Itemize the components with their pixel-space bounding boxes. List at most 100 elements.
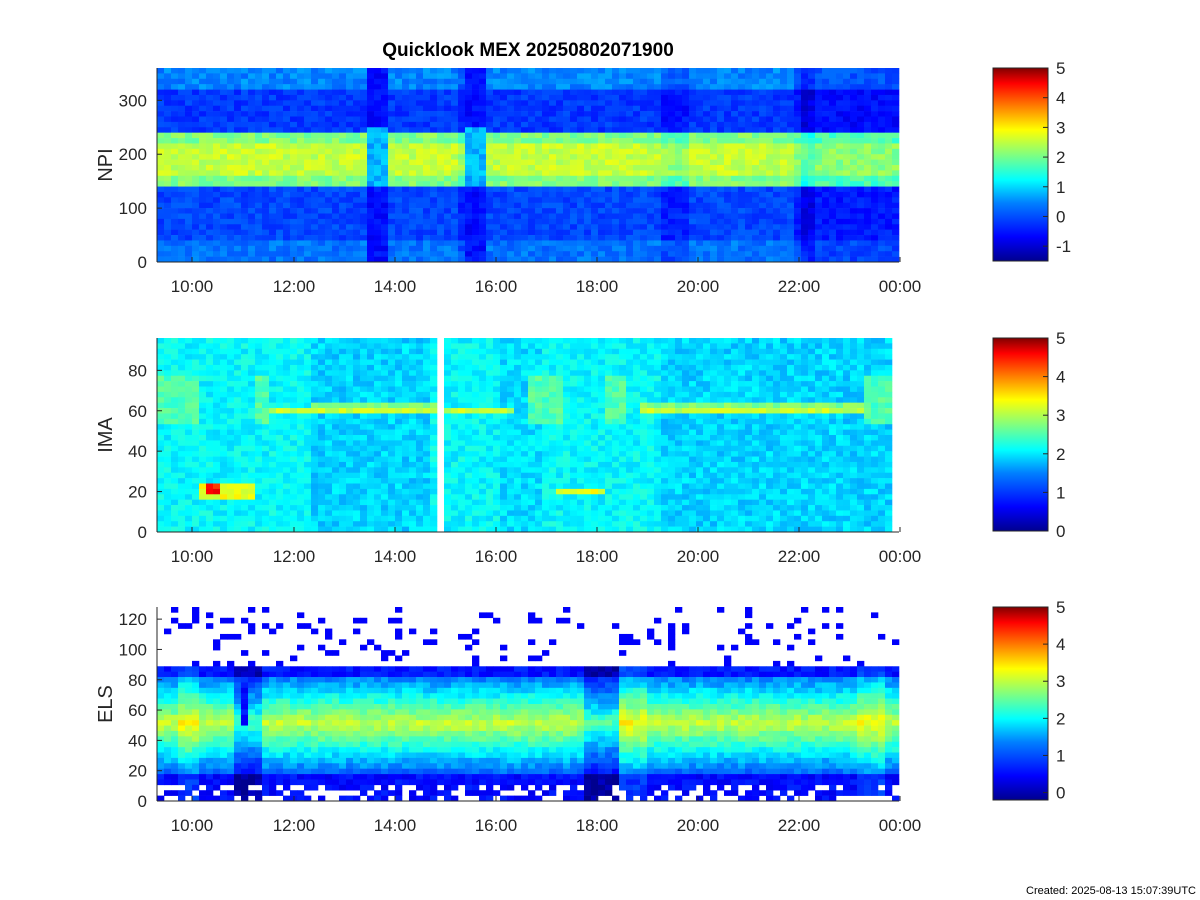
- heatmap-cell: [815, 354, 823, 360]
- heatmap-cell: [850, 148, 858, 155]
- heatmap-cell: [703, 116, 711, 123]
- heatmap-cell: [619, 197, 627, 204]
- heatmap-cell: [500, 197, 508, 204]
- heatmap-cell: [668, 386, 676, 393]
- heatmap-cell: [857, 348, 865, 355]
- heatmap-cell: [864, 170, 872, 177]
- heatmap-cell: [815, 159, 823, 166]
- heatmap-cell: [283, 100, 291, 107]
- heatmap-cell: [472, 181, 480, 187]
- heatmap-cell: [458, 78, 466, 85]
- heatmap-cell: [864, 132, 872, 139]
- heatmap-cell: [297, 186, 305, 193]
- heatmap-cell: [892, 132, 900, 139]
- heatmap-cell: [444, 89, 452, 96]
- heatmap-cell: [514, 181, 522, 187]
- heatmap-cell: [430, 73, 438, 80]
- heatmap-cell: [339, 391, 347, 398]
- heatmap-cell: [640, 165, 648, 171]
- heatmap-cell: [556, 370, 564, 377]
- heatmap-cell: [199, 170, 207, 177]
- heatmap-cell: [234, 170, 242, 177]
- heatmap-cell: [766, 251, 774, 257]
- heatmap-cell: [794, 386, 802, 393]
- heatmap-cell: [542, 73, 550, 80]
- heatmap-cell: [234, 89, 242, 96]
- heatmap-cell: [185, 148, 193, 155]
- heatmap-cell: [367, 127, 375, 133]
- heatmap-cell: [815, 191, 823, 198]
- heatmap-cell: [171, 84, 179, 90]
- heatmap-cell: [794, 165, 802, 171]
- heatmap-cell: [780, 191, 788, 198]
- heatmap-cell: [591, 121, 599, 128]
- heatmap-cell: [563, 127, 571, 133]
- heatmap-cell: [444, 375, 452, 382]
- heatmap-cell: [304, 235, 312, 241]
- heatmap-cell: [717, 127, 725, 133]
- heatmap-cell: [507, 224, 515, 230]
- heatmap-cell: [276, 240, 284, 247]
- heatmap-cell: [458, 202, 466, 209]
- heatmap-cell: [164, 127, 172, 133]
- heatmap-cell: [794, 186, 802, 193]
- heatmap-cell: [248, 127, 256, 133]
- heatmap-cell: [192, 73, 200, 80]
- heatmap-cell: [808, 78, 816, 85]
- heatmap-cell: [486, 121, 494, 128]
- heatmap-cell: [437, 159, 445, 166]
- heatmap-cell: [766, 165, 774, 171]
- heatmap-cell: [556, 235, 564, 241]
- heatmap-cell: [374, 148, 382, 155]
- heatmap-cell: [745, 370, 753, 377]
- heatmap-cell: [472, 359, 480, 366]
- heatmap-cell: [325, 165, 333, 171]
- heatmap-cell: [339, 154, 347, 160]
- heatmap-cell: [234, 154, 242, 160]
- heatmap-cell: [388, 343, 396, 350]
- heatmap-cell: [563, 338, 571, 344]
- heatmap-cell: [402, 197, 410, 204]
- heatmap-cell: [430, 256, 438, 263]
- heatmap-cell: [570, 245, 578, 252]
- heatmap-cell: [717, 224, 725, 230]
- heatmap-cell: [878, 105, 886, 112]
- heatmap-cell: [381, 256, 389, 263]
- heatmap-cell: [346, 218, 354, 225]
- heatmap-cell: [528, 175, 536, 182]
- heatmap-cell: [234, 229, 242, 236]
- heatmap-cell: [290, 213, 298, 220]
- heatmap-cell: [486, 370, 494, 377]
- heatmap-cell: [507, 143, 515, 150]
- heatmap-cell: [465, 191, 473, 198]
- heatmap-cell: [857, 191, 865, 198]
- heatmap-cell: [696, 84, 704, 90]
- heatmap-cell: [472, 191, 480, 198]
- heatmap-cell: [731, 165, 739, 171]
- heatmap-cell: [626, 359, 634, 366]
- heatmap-cell: [465, 354, 473, 360]
- heatmap-cell: [311, 240, 319, 247]
- heatmap-cell: [878, 116, 886, 123]
- heatmap-cell: [192, 78, 200, 85]
- heatmap-cell: [850, 251, 858, 257]
- heatmap-cell: [836, 89, 844, 96]
- heatmap-cell: [612, 381, 620, 387]
- heatmap-cell: [563, 89, 571, 96]
- heatmap-cell: [549, 338, 557, 344]
- heatmap-cell: [710, 348, 718, 355]
- heatmap-cell: [892, 138, 900, 144]
- heatmap-cell: [752, 191, 760, 198]
- heatmap-cell: [381, 240, 389, 247]
- heatmap-cell: [731, 338, 739, 344]
- heatmap-cell: [500, 240, 508, 247]
- heatmap-cell: [318, 191, 326, 198]
- heatmap-cell: [717, 181, 725, 187]
- heatmap-cell: [339, 68, 347, 74]
- heatmap-cell: [178, 73, 186, 80]
- heatmap-cell: [213, 148, 221, 155]
- heatmap-cell: [402, 375, 410, 382]
- heatmap-cell: [353, 213, 361, 220]
- heatmap-cell: [794, 94, 802, 101]
- heatmap-cell: [535, 148, 543, 155]
